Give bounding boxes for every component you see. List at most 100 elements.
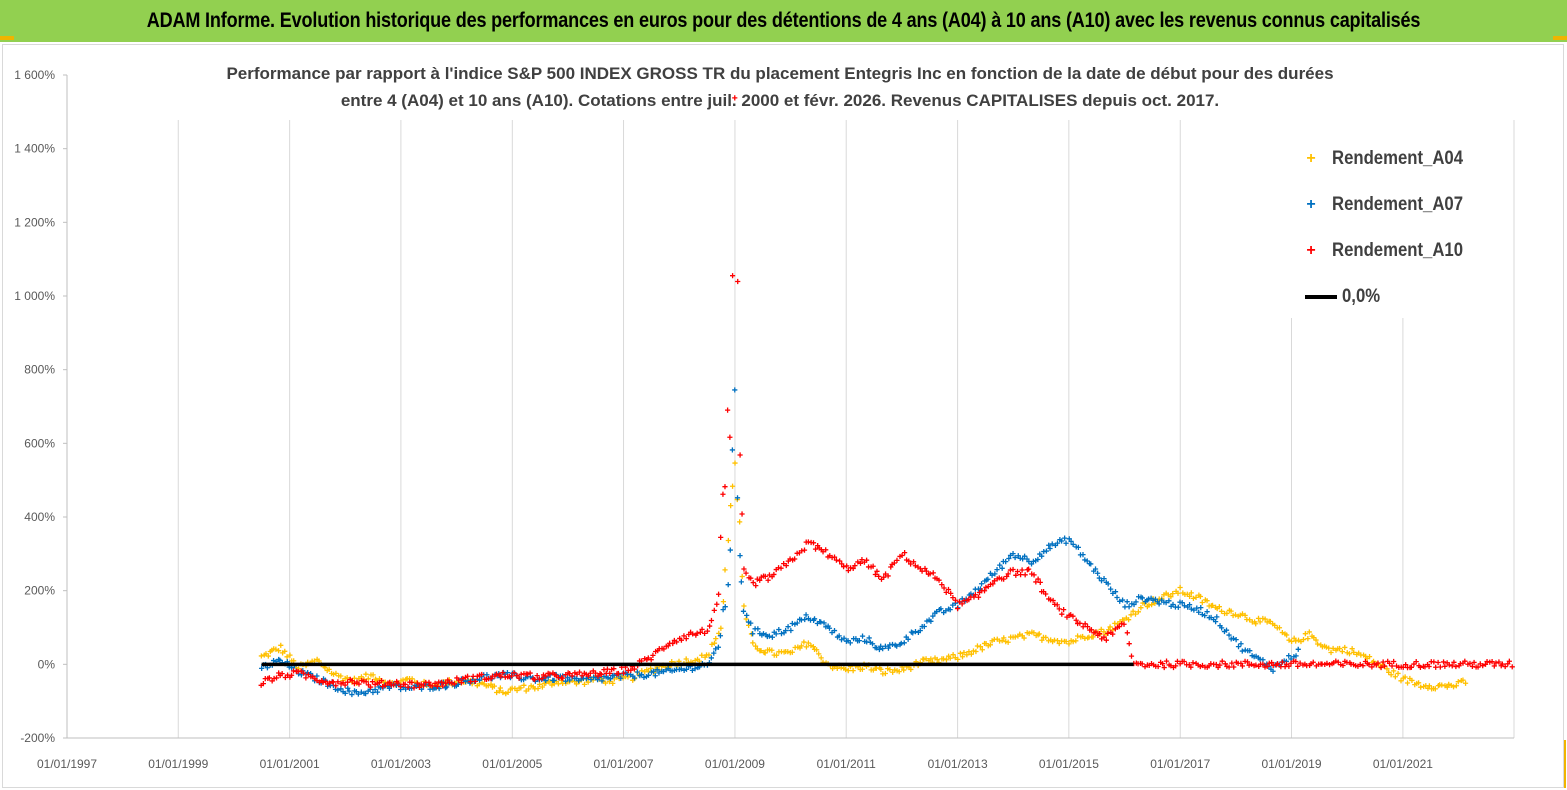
data-point-rendement-a07 — [748, 620, 754, 626]
data-point-rendement-a10 — [405, 684, 411, 690]
data-point-rendement-a10 — [948, 590, 954, 597]
data-point-rendement-a04 — [923, 656, 929, 662]
data-point-rendement-a04 — [1398, 678, 1404, 684]
data-point-rendement-a10 — [1181, 658, 1187, 665]
data-point-rendement-a04 — [1409, 677, 1415, 684]
data-point-rendement-a10 — [694, 630, 700, 636]
data-point-rendement-a04 — [505, 689, 511, 695]
chart-title: Performance par rapport à l'indice S&P 5… — [175, 60, 1385, 114]
data-point-rendement-a07 — [358, 689, 364, 695]
y-tick-label: 1 400% — [14, 142, 55, 156]
data-point-rendement-a10 — [1161, 664, 1167, 671]
y-tick-label: 0% — [38, 657, 56, 671]
data-point-rendement-a07 — [928, 618, 934, 624]
data-point-rendement-a10 — [792, 556, 798, 562]
data-point-rendement-a10 — [1260, 661, 1266, 667]
data-point-rendement-a04 — [1305, 636, 1311, 642]
data-point-rendement-a10 — [1288, 660, 1294, 666]
data-point-rendement-a04 — [648, 665, 654, 671]
data-point-rendement-a04 — [500, 689, 506, 696]
data-point-rendement-a10 — [902, 550, 908, 556]
data-point-rendement-a07 — [1204, 609, 1210, 615]
data-point-rendement-a07 — [917, 628, 923, 634]
data-point-rendement-a10 — [1327, 662, 1333, 668]
data-point-rendement-a07 — [1247, 648, 1253, 654]
data-point-rendement-a10 — [1475, 664, 1481, 670]
data-point-rendement-a04 — [1066, 641, 1072, 647]
data-point-rendement-a10 — [1126, 641, 1132, 647]
data-point-rendement-a07 — [985, 576, 991, 582]
data-point-rendement-a04 — [750, 640, 756, 646]
data-point-rendement-a04 — [1384, 666, 1390, 672]
data-point-rendement-a07 — [363, 691, 369, 697]
x-tick-label: 01/01/2013 — [928, 757, 988, 771]
data-point-rendement-a07 — [1070, 541, 1076, 548]
x-tick-label: 01/01/2017 — [1150, 757, 1210, 771]
data-point-rendement-a04 — [330, 671, 337, 677]
data-point-rendement-a04 — [518, 685, 524, 691]
data-point-rendement-a10 — [1386, 660, 1393, 666]
data-point-rendement-a10 — [1073, 617, 1079, 623]
data-point-rendement-a04 — [1253, 621, 1259, 627]
data-point-rendement-a04 — [947, 655, 953, 661]
data-point-rendement-a10 — [1019, 567, 1025, 573]
data-point-rendement-a07 — [689, 667, 695, 673]
data-point-rendement-a07 — [734, 495, 741, 501]
data-point-rendement-a07 — [1202, 613, 1208, 619]
data-point-rendement-a04 — [326, 666, 332, 672]
data-point-rendement-a04 — [356, 675, 362, 682]
data-point-rendement-a10 — [1382, 663, 1388, 669]
data-point-rendement-a10 — [956, 599, 962, 605]
data-point-rendement-a10 — [678, 637, 685, 643]
data-point-rendement-a04 — [818, 655, 824, 661]
data-point-rendement-a10 — [1226, 664, 1232, 670]
data-point-rendement-a04 — [816, 651, 822, 657]
data-point-rendement-a10 — [356, 681, 362, 687]
data-point-rendement-a07 — [1286, 653, 1292, 659]
data-point-rendement-a07 — [551, 677, 557, 684]
x-tick-label: 01/01/2011 — [817, 757, 876, 771]
data-point-rendement-a10 — [409, 679, 415, 686]
data-point-rendement-a07 — [766, 633, 772, 639]
data-point-rendement-a04 — [1247, 617, 1253, 623]
data-point-rendement-a07 — [259, 665, 265, 671]
data-point-rendement-a04 — [1272, 622, 1278, 628]
data-point-rendement-a10 — [1139, 661, 1145, 667]
data-point-rendement-a10 — [585, 673, 591, 679]
data-point-rendement-a07 — [994, 567, 1000, 573]
data-point-rendement-a10 — [930, 570, 936, 576]
data-point-rendement-a04 — [1186, 593, 1193, 599]
data-point-rendement-a10 — [1056, 606, 1062, 612]
data-point-rendement-a10 — [750, 579, 756, 586]
data-point-rendement-a10 — [881, 574, 887, 580]
data-point-rendement-a04 — [1460, 677, 1466, 683]
data-point-rendement-a10 — [743, 570, 749, 576]
data-point-rendement-a07 — [874, 645, 880, 651]
data-point-rendement-a04 — [901, 667, 907, 673]
data-point-rendement-a04 — [291, 658, 297, 664]
data-point-rendement-a04 — [547, 679, 553, 685]
data-point-rendement-a04 — [943, 657, 950, 663]
data-point-rendement-a07 — [1124, 599, 1130, 605]
x-tick-label: 01/01/2009 — [705, 757, 765, 771]
data-point-rendement-a04 — [979, 647, 985, 653]
data-point-rendement-a10 — [730, 273, 736, 279]
data-point-rendement-a04 — [1204, 598, 1210, 604]
x-tick-label: 01/01/2003 — [371, 757, 431, 771]
data-point-rendement-a04 — [758, 648, 764, 654]
data-point-rendement-a07 — [1238, 641, 1244, 647]
data-point-rendement-a10 — [1239, 663, 1246, 669]
data-point-rendement-a07 — [901, 640, 907, 646]
data-point-rendement-a07 — [1156, 601, 1162, 607]
data-point-rendement-a10 — [1248, 661, 1255, 667]
data-point-rendement-a10 — [972, 592, 978, 598]
data-point-rendement-a04 — [1135, 609, 1141, 615]
data-point-rendement-a04 — [1031, 630, 1037, 636]
data-point-rendement-a07 — [444, 684, 450, 690]
data-point-rendement-a04 — [762, 650, 768, 656]
data-point-rendement-a07 — [1163, 600, 1169, 606]
data-point-rendement-a10 — [739, 511, 745, 517]
data-point-rendement-a07 — [270, 657, 277, 664]
data-point-rendement-a10 — [707, 623, 713, 629]
